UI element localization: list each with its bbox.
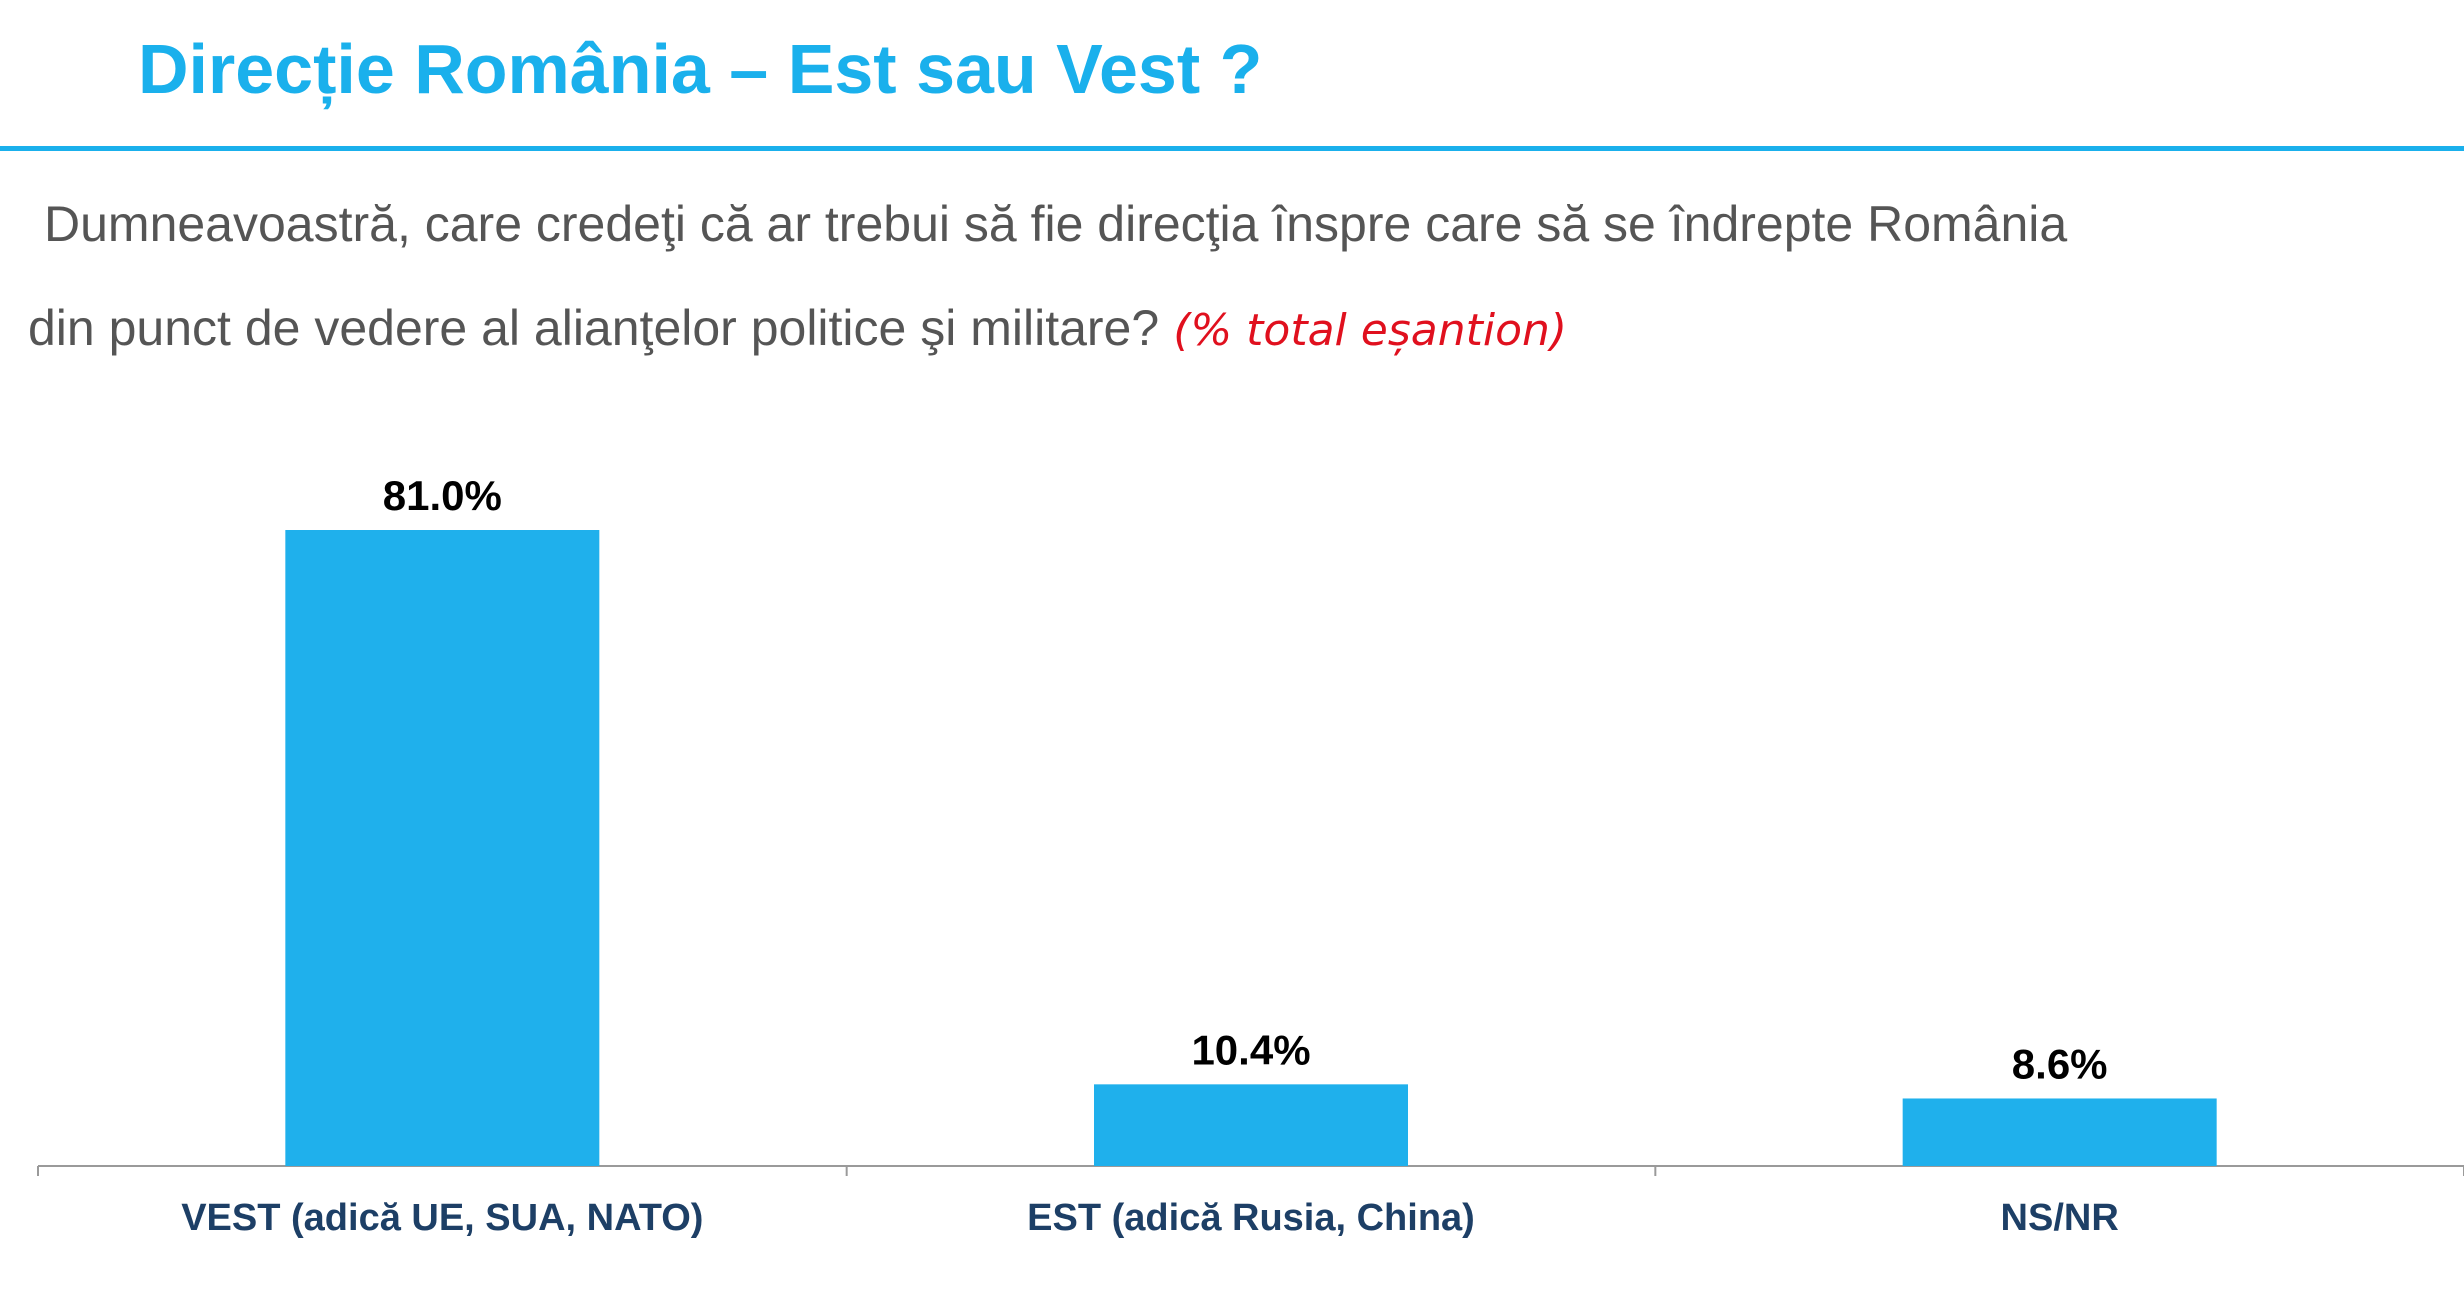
question-text-1: Dumneavoastră, care credeţi că ar trebui… [44, 196, 2068, 252]
bar [1902, 1098, 2217, 1166]
bar [1094, 1084, 1408, 1166]
bar [285, 530, 600, 1166]
data-label: 81.0% [383, 472, 502, 519]
question-text-2: din punct de vedere al alianţelor politi… [28, 300, 1160, 356]
title-divider [0, 146, 2464, 151]
category-label: EST (adică Rusia, China) [1027, 1197, 1475, 1239]
data-label: 8.6% [2012, 1040, 2108, 1087]
survey-question-line1: Dumneavoastră, care credeţi că ar trebui… [44, 192, 2067, 256]
category-label: NS/NR [2001, 1197, 2119, 1239]
data-label: 10.4% [1191, 1026, 1310, 1073]
page-title: Direcție România – Est sau Vest ? [138, 30, 1263, 108]
category-label: VEST (adică UE, SUA, NATO) [181, 1197, 703, 1239]
sample-note: (% total eșantion) [1173, 305, 1568, 356]
survey-question-line2: din punct de vedere al alianţelor politi… [28, 296, 1567, 363]
